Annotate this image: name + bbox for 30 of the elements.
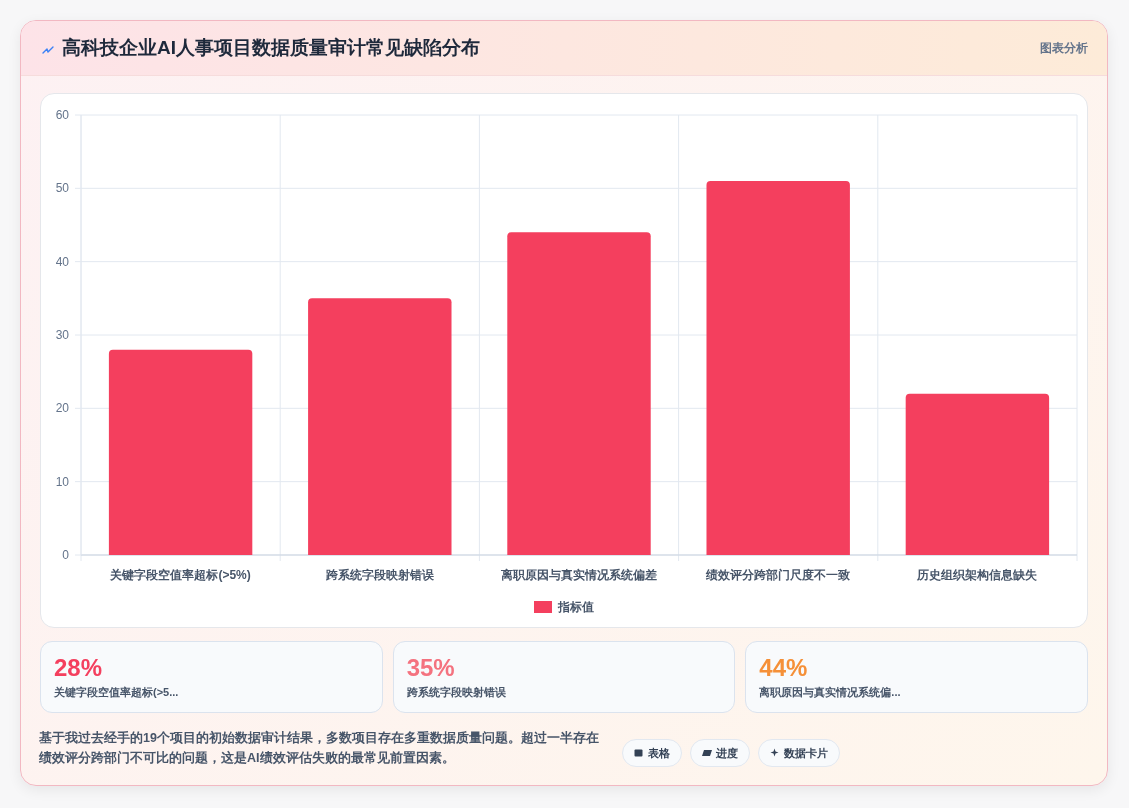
text: 离职原因与真实情况系统偏...: [759, 685, 901, 699]
text: 35%: [406, 654, 455, 682]
legend-label: 指标值: [557, 600, 594, 614]
x-tick-label: 离职原因与真实情况系统偏差: [500, 568, 657, 582]
text: 44%: [759, 654, 808, 682]
x-tick-label: 绩效评分跨部门尺度不一致: [705, 568, 851, 582]
x-tick-label: 跨系统字段映射错误: [324, 568, 435, 582]
text: 数据卡片: [784, 746, 828, 761]
y-tick-label: 0: [62, 548, 70, 562]
y-tick-label: 30: [55, 328, 70, 342]
chart-title: 高科技企业AI人事项目数据质量审计常见缺陷分布: [62, 36, 480, 60]
text: 进度: [716, 746, 738, 761]
bar: [108, 349, 253, 555]
text: 28%: [54, 654, 103, 682]
y-tick-label: 10: [55, 474, 70, 489]
text: 基于我过去经手的19个项目的初始数据审计结果，多数项目存在多重数据质量问题。超过一半存在绩效评分跨部门不可比的问题，这是AI绩效评估失败的最常见前置因素。: [39, 729, 600, 767]
text: 图表分析: [1040, 40, 1088, 57]
y-tick-label: 40: [55, 254, 70, 269]
y-tick-label: 50: [55, 181, 70, 196]
text: 跨系统字段映射错误: [406, 685, 506, 699]
bar: [308, 298, 452, 555]
bar: [905, 393, 1050, 555]
text: 关键字段空值率超标(>5...: [54, 685, 179, 699]
x-tick-label: 关键字段空值率超标(>5%): [109, 568, 251, 582]
bar: [706, 181, 850, 555]
y-tick-label: 60: [55, 108, 70, 122]
x-tick-label: 历史组织架构信息缺失: [916, 568, 1039, 582]
text: 表格: [648, 746, 670, 761]
bar: [507, 232, 651, 555]
y-tick-label: 20: [55, 401, 70, 416]
